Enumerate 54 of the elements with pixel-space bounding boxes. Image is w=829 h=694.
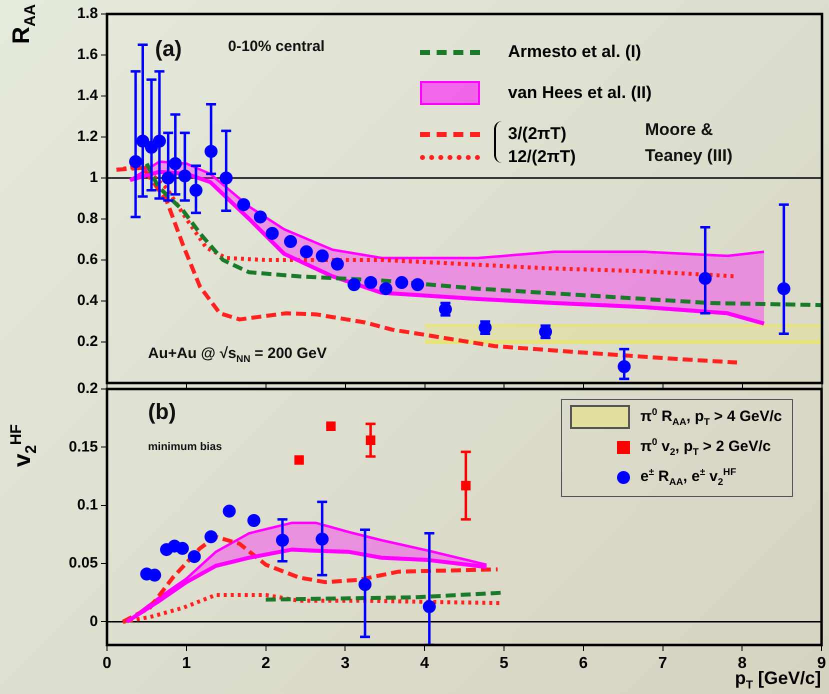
point: [300, 245, 313, 258]
x-tick-label: 4: [420, 655, 430, 672]
point: [204, 530, 218, 544]
y-tick-label: 1.4: [77, 87, 99, 104]
point: [395, 276, 408, 290]
legend-label: van Hees et al. (II): [508, 83, 652, 103]
x-tick-label: 0: [102, 655, 112, 672]
point: [326, 421, 336, 431]
y-tick-label: 0.6: [77, 251, 98, 268]
point: [266, 226, 279, 240]
y-tick-label: 1.6: [77, 46, 98, 64]
point: [330, 258, 344, 271]
x-tick-label: 2: [261, 655, 270, 672]
legend-label: 3/(2πT): [508, 124, 566, 144]
annotation: Au+Au @ √s$_{NN}$ = 200 GeV: [148, 345, 327, 365]
y-tick-label: 0.2: [77, 380, 98, 398]
x-tick-label: 5: [500, 655, 509, 672]
x-tick-label: 3: [340, 655, 350, 672]
legend-label: Armesto et al. (I): [508, 42, 642, 62]
point: [237, 198, 250, 212]
y-tick-label: 0.4: [77, 292, 99, 310]
y-tick-label: 0.15: [68, 438, 98, 456]
point: [188, 550, 201, 564]
y-tick-label: 0.2: [77, 333, 98, 350]
point: [222, 504, 236, 518]
annotation: (b): [148, 399, 176, 425]
y-tick-label: 0.05: [68, 554, 98, 572]
annotation: Moore & Teaney (III): [645, 119, 734, 167]
x-tick-label: 1: [182, 655, 191, 672]
point: [364, 276, 378, 290]
legend-label: π$^{0}$ R$_{AA}$, p$_{T}$ > 4 GeV/c: [640, 406, 782, 428]
y-tick-label: 0.1: [77, 496, 98, 514]
point: [254, 210, 267, 224]
y-tick-label: 1: [90, 169, 98, 186]
point: [348, 278, 361, 292]
annotation: 0-10% central: [228, 38, 325, 55]
legend-label: 12/(2πT): [508, 147, 576, 167]
point: [411, 278, 424, 292]
y-tick-label: 0.8: [77, 210, 98, 228]
point: [284, 235, 298, 248]
point: [247, 514, 260, 527]
y-tick-label: 1.2: [77, 128, 98, 146]
point: [148, 568, 162, 582]
x-tick-label: 6: [578, 655, 588, 672]
legend-label: π$^{0}$ v$_{2}$, p$_{T}$ > 2 GeV/c: [640, 436, 771, 458]
y-tick-label: 0: [90, 612, 98, 630]
x-tick-label: 7: [658, 655, 668, 672]
point: [294, 455, 304, 465]
annotation: minimum bias: [148, 441, 222, 453]
point: [316, 249, 329, 262]
annotation: (a): [155, 36, 182, 62]
point: [379, 282, 392, 296]
y-tick-label: 1.8: [77, 5, 98, 22]
point: [176, 542, 189, 555]
